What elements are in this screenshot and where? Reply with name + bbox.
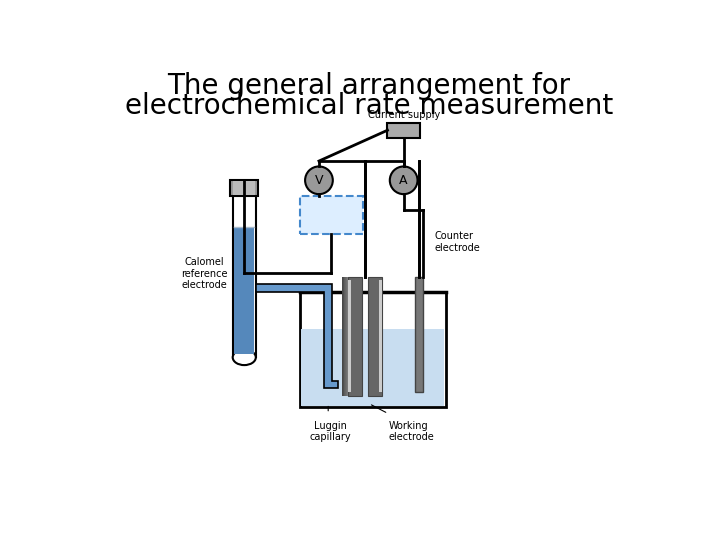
- FancyBboxPatch shape: [366, 276, 367, 396]
- FancyBboxPatch shape: [366, 276, 367, 396]
- FancyBboxPatch shape: [350, 276, 351, 396]
- FancyBboxPatch shape: [366, 276, 367, 396]
- FancyBboxPatch shape: [354, 276, 355, 396]
- FancyBboxPatch shape: [355, 276, 356, 396]
- Text: V: V: [315, 174, 323, 187]
- FancyBboxPatch shape: [356, 276, 357, 396]
- Text: Counter
electrode: Counter electrode: [434, 231, 480, 253]
- Text: Reference
circuit: Reference circuit: [305, 204, 357, 226]
- FancyBboxPatch shape: [366, 276, 367, 396]
- FancyBboxPatch shape: [366, 276, 367, 396]
- FancyBboxPatch shape: [233, 181, 255, 195]
- FancyBboxPatch shape: [366, 276, 367, 396]
- Circle shape: [390, 166, 418, 194]
- FancyBboxPatch shape: [366, 276, 367, 396]
- FancyBboxPatch shape: [349, 276, 350, 396]
- FancyBboxPatch shape: [366, 276, 367, 396]
- FancyBboxPatch shape: [379, 280, 382, 392]
- FancyBboxPatch shape: [366, 276, 367, 396]
- FancyBboxPatch shape: [366, 276, 367, 396]
- FancyBboxPatch shape: [366, 276, 367, 396]
- FancyBboxPatch shape: [348, 280, 351, 392]
- FancyBboxPatch shape: [343, 276, 344, 396]
- FancyBboxPatch shape: [366, 276, 367, 396]
- FancyBboxPatch shape: [233, 188, 256, 357]
- Text: Working
electrode: Working electrode: [388, 421, 434, 442]
- FancyBboxPatch shape: [353, 276, 354, 396]
- FancyBboxPatch shape: [366, 276, 367, 396]
- FancyBboxPatch shape: [366, 276, 367, 396]
- FancyBboxPatch shape: [366, 276, 367, 396]
- FancyBboxPatch shape: [351, 276, 352, 396]
- Text: Current supply: Current supply: [367, 110, 440, 120]
- Circle shape: [305, 166, 333, 194]
- Text: Luggin
capillary: Luggin capillary: [310, 421, 351, 442]
- FancyBboxPatch shape: [344, 276, 345, 396]
- Text: Calomel
reference
electrode: Calomel reference electrode: [181, 257, 228, 291]
- FancyBboxPatch shape: [387, 123, 420, 138]
- FancyBboxPatch shape: [345, 276, 346, 396]
- Polygon shape: [256, 284, 338, 388]
- FancyBboxPatch shape: [366, 276, 367, 396]
- FancyBboxPatch shape: [300, 195, 363, 234]
- Text: A: A: [400, 174, 408, 187]
- FancyBboxPatch shape: [352, 276, 353, 396]
- FancyBboxPatch shape: [366, 276, 367, 396]
- FancyBboxPatch shape: [230, 179, 258, 197]
- FancyBboxPatch shape: [300, 292, 446, 408]
- FancyBboxPatch shape: [348, 276, 349, 396]
- FancyBboxPatch shape: [346, 276, 348, 396]
- FancyBboxPatch shape: [342, 276, 343, 396]
- FancyBboxPatch shape: [348, 276, 362, 396]
- FancyBboxPatch shape: [368, 276, 382, 396]
- FancyBboxPatch shape: [366, 276, 367, 396]
- Ellipse shape: [233, 350, 256, 365]
- FancyBboxPatch shape: [415, 276, 423, 392]
- FancyBboxPatch shape: [301, 329, 444, 406]
- FancyBboxPatch shape: [234, 226, 254, 354]
- Text: The general arrangement for: The general arrangement for: [168, 72, 570, 100]
- FancyBboxPatch shape: [366, 276, 367, 396]
- Text: electrochemical rate measurement: electrochemical rate measurement: [125, 92, 613, 120]
- FancyBboxPatch shape: [366, 276, 367, 396]
